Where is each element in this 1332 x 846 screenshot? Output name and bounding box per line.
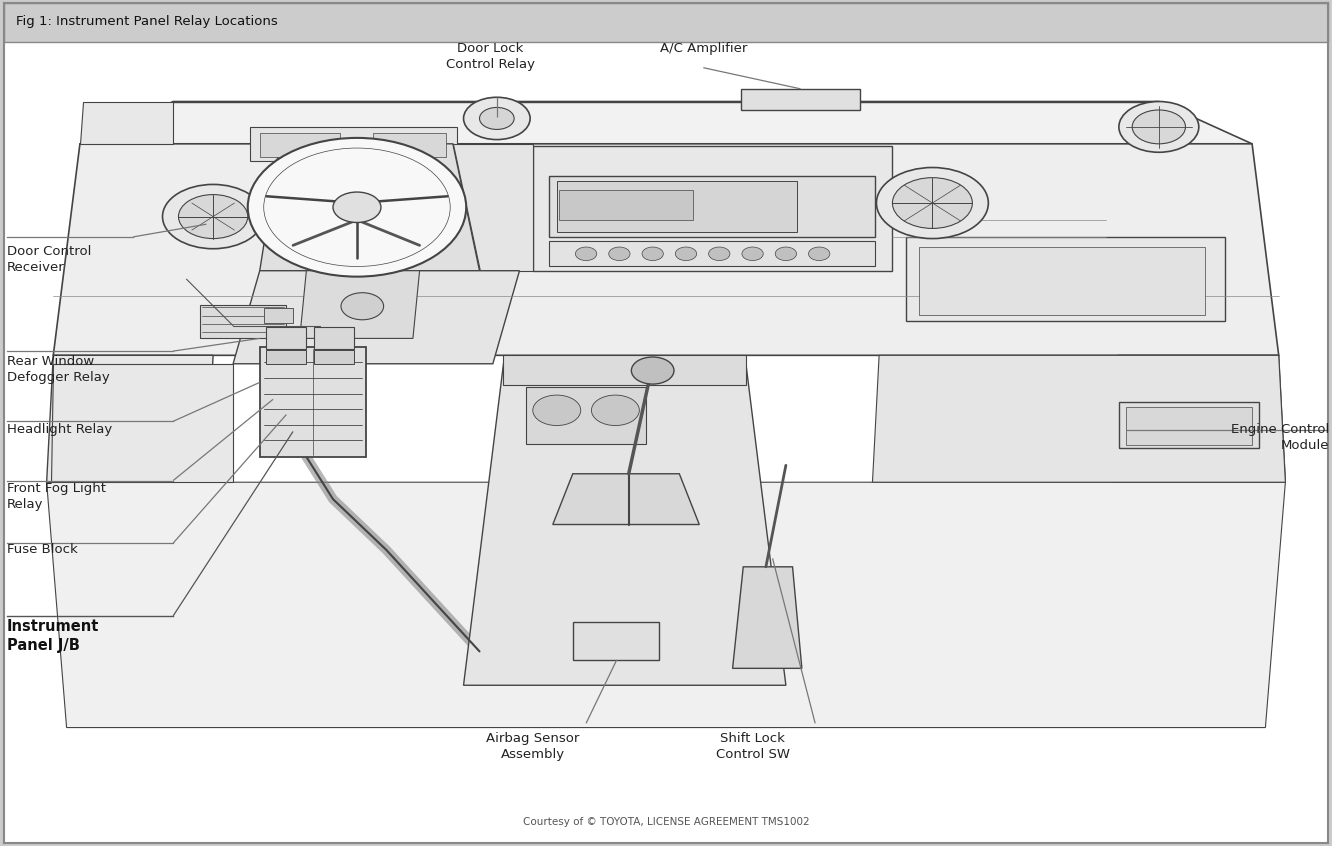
Polygon shape <box>553 474 699 525</box>
FancyBboxPatch shape <box>919 247 1205 315</box>
FancyBboxPatch shape <box>266 327 306 349</box>
Circle shape <box>333 192 381 222</box>
Circle shape <box>892 178 972 228</box>
Text: Instrument
Panel J/B: Instrument Panel J/B <box>7 619 99 653</box>
Circle shape <box>575 247 597 261</box>
Circle shape <box>809 247 830 261</box>
FancyBboxPatch shape <box>264 308 293 323</box>
Circle shape <box>591 395 639 426</box>
Polygon shape <box>1112 355 1285 482</box>
Circle shape <box>163 184 264 249</box>
Circle shape <box>775 247 797 261</box>
Circle shape <box>464 97 530 140</box>
FancyBboxPatch shape <box>503 355 746 385</box>
Polygon shape <box>80 102 1252 144</box>
FancyBboxPatch shape <box>1126 407 1252 445</box>
Circle shape <box>631 357 674 384</box>
Circle shape <box>742 247 763 261</box>
Text: Door Control
Receiver: Door Control Receiver <box>7 245 91 274</box>
Polygon shape <box>464 364 786 685</box>
FancyBboxPatch shape <box>906 237 1225 321</box>
FancyBboxPatch shape <box>4 3 1328 843</box>
FancyBboxPatch shape <box>266 350 306 364</box>
Polygon shape <box>300 271 420 338</box>
FancyBboxPatch shape <box>549 241 875 266</box>
FancyBboxPatch shape <box>373 133 446 157</box>
FancyBboxPatch shape <box>526 387 646 444</box>
Polygon shape <box>260 144 480 271</box>
FancyBboxPatch shape <box>559 190 693 220</box>
Text: Fig 1: Instrument Panel Relay Locations: Fig 1: Instrument Panel Relay Locations <box>16 15 278 29</box>
Text: Engine Control
Module: Engine Control Module <box>1231 423 1329 452</box>
FancyBboxPatch shape <box>314 350 354 364</box>
FancyBboxPatch shape <box>314 327 354 349</box>
FancyBboxPatch shape <box>4 3 1328 42</box>
Circle shape <box>642 247 663 261</box>
Circle shape <box>709 247 730 261</box>
Polygon shape <box>80 102 173 144</box>
Circle shape <box>1119 102 1199 152</box>
Text: A/C Amplifier: A/C Amplifier <box>659 42 747 55</box>
FancyBboxPatch shape <box>1119 402 1259 448</box>
Text: Courtesy of © TOYOTA, LICENSE AGREEMENT TMS1002: Courtesy of © TOYOTA, LICENSE AGREEMENT … <box>522 817 810 827</box>
Circle shape <box>1132 110 1185 144</box>
FancyBboxPatch shape <box>557 181 797 232</box>
FancyBboxPatch shape <box>533 146 892 271</box>
Circle shape <box>675 247 697 261</box>
FancyBboxPatch shape <box>741 89 860 110</box>
Circle shape <box>341 293 384 320</box>
Text: Shift Lock
Control SW: Shift Lock Control SW <box>715 732 790 761</box>
Text: Door Lock
Control Relay: Door Lock Control Relay <box>446 42 534 71</box>
Text: Headlight Relay: Headlight Relay <box>7 423 112 436</box>
Circle shape <box>178 195 248 239</box>
FancyBboxPatch shape <box>260 347 366 457</box>
FancyBboxPatch shape <box>573 622 659 660</box>
FancyBboxPatch shape <box>549 176 875 237</box>
Circle shape <box>480 107 514 129</box>
FancyBboxPatch shape <box>260 133 340 157</box>
Polygon shape <box>733 567 802 668</box>
Circle shape <box>533 395 581 426</box>
FancyBboxPatch shape <box>250 127 457 161</box>
Circle shape <box>609 247 630 261</box>
Polygon shape <box>233 271 519 364</box>
Text: Rear Window
Defogger Relay: Rear Window Defogger Relay <box>7 355 109 384</box>
Text: Front Fog Light
Relay: Front Fog Light Relay <box>7 482 105 511</box>
FancyBboxPatch shape <box>200 305 286 338</box>
Polygon shape <box>453 144 533 271</box>
Circle shape <box>876 168 988 239</box>
Polygon shape <box>47 355 213 482</box>
Polygon shape <box>51 364 233 482</box>
Polygon shape <box>872 355 1285 482</box>
Text: Airbag Sensor
Assembly: Airbag Sensor Assembly <box>486 732 579 761</box>
Polygon shape <box>53 144 1279 355</box>
Circle shape <box>248 138 466 277</box>
Text: Fuse Block: Fuse Block <box>7 543 77 556</box>
FancyBboxPatch shape <box>4 3 1328 843</box>
Polygon shape <box>47 482 1285 728</box>
